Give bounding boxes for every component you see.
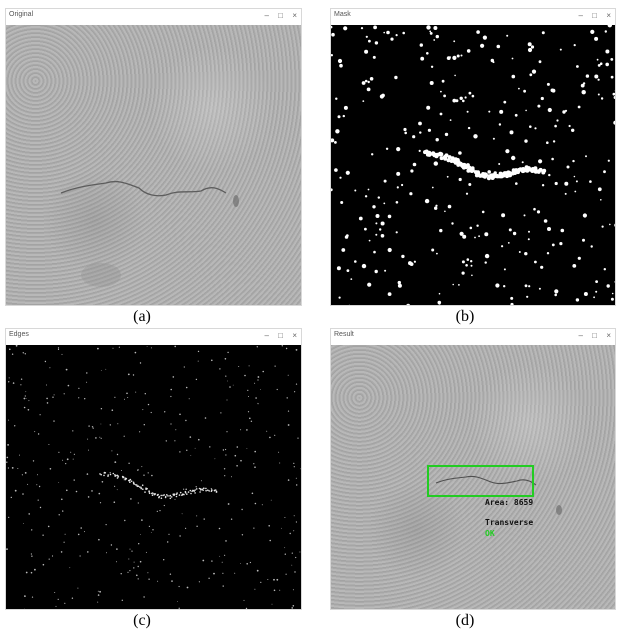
window-titlebar: Edges – □ × (6, 329, 301, 345)
maximize-button[interactable]: □ (592, 331, 597, 340)
result-crack-line (435, 475, 562, 515)
caption-a: (a) (133, 308, 151, 325)
crack-line (60, 180, 239, 287)
window-edges: Edges – □ × (5, 328, 302, 610)
status-label: OK (485, 529, 495, 538)
window-title: Original (9, 11, 34, 18)
window-mask: Mask – □ × (330, 8, 616, 306)
maximize-button[interactable]: □ (278, 11, 283, 20)
maximize-button[interactable]: □ (278, 331, 283, 340)
window-titlebar: Result – □ × (331, 329, 615, 345)
close-button[interactable]: × (292, 11, 297, 20)
maximize-button[interactable]: □ (592, 11, 597, 20)
window-title: Result (334, 331, 354, 338)
mask-image (331, 25, 615, 305)
area-label: Area: 8659 (485, 498, 534, 507)
minimize-button[interactable]: – (578, 11, 583, 20)
crack-type-label: Transverse (485, 518, 534, 527)
caption-c: (c) (133, 612, 151, 629)
detection-bounding-box (427, 465, 534, 497)
caption-d: (d) (455, 612, 475, 629)
edges-image (6, 345, 301, 609)
edge-points (6, 345, 301, 609)
close-button[interactable]: × (292, 331, 297, 340)
window-titlebar: Original – □ × (6, 9, 301, 25)
caption-b: (b) (455, 308, 475, 325)
close-button[interactable]: × (606, 11, 611, 20)
result-image: Area: 8659 Transverse OK (331, 345, 615, 609)
window-titlebar: Mask – □ × (331, 9, 615, 25)
window-original: Original – □ × (5, 8, 302, 306)
window-result: Result – □ × Area: 8659 Transverse OK (330, 328, 616, 610)
minimize-button[interactable]: – (264, 331, 269, 340)
window-title: Edges (9, 331, 29, 338)
close-button[interactable]: × (606, 331, 611, 340)
minimize-button[interactable]: – (578, 331, 583, 340)
window-title: Mask (334, 11, 351, 18)
original-image (6, 25, 301, 305)
mask-speckles (331, 25, 615, 305)
minimize-button[interactable]: – (264, 11, 269, 20)
